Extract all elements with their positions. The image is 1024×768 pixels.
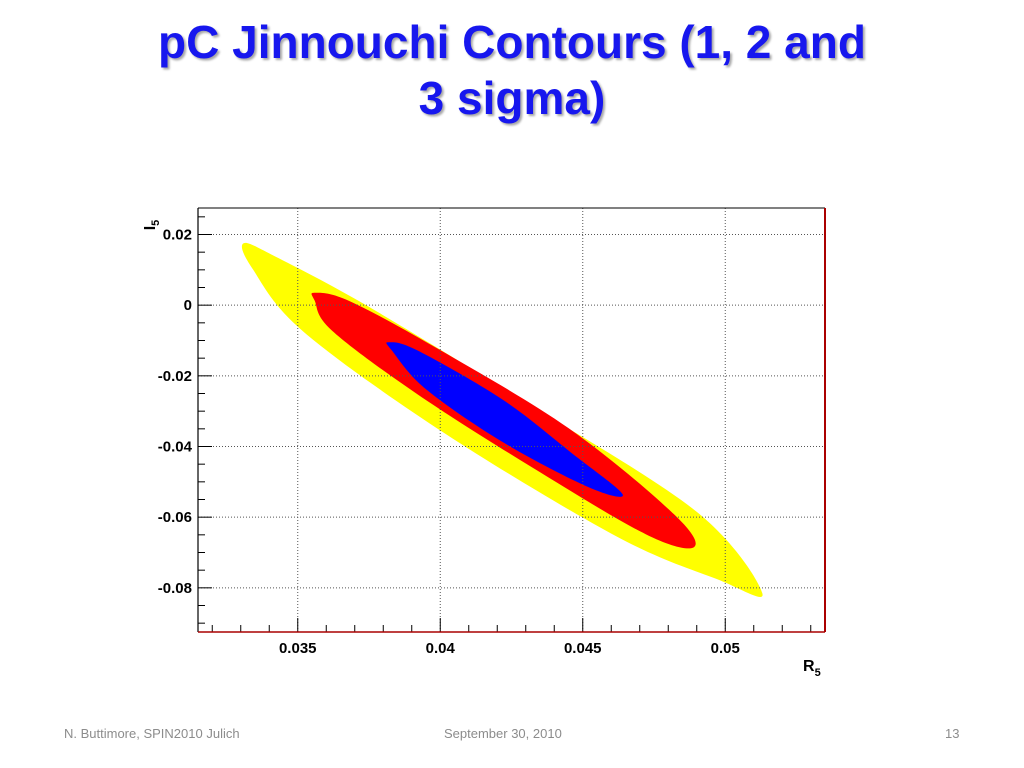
- grid-layer: [198, 208, 825, 632]
- footer-page-number: 13: [945, 726, 960, 741]
- contour-1-sigma: [386, 342, 623, 497]
- y-axis-title-main: I: [142, 226, 159, 230]
- x-axis-title-main: R: [803, 658, 815, 675]
- x-axis-title: R5: [803, 658, 821, 679]
- contour-layer: [241, 242, 763, 597]
- x-tick-label: 0.05: [711, 640, 740, 657]
- x-tick-label: 0.04: [426, 640, 456, 657]
- frame-layer: [197, 207, 826, 633]
- slide-title-line-1: pC Jinnouchi Contours (1, 2 and: [158, 16, 866, 68]
- slide-title: pC Jinnouchi Contours (1, 2 and 3 sigma): [60, 14, 964, 126]
- tick-layer: [198, 216, 812, 632]
- slide-title-line-2: 3 sigma): [418, 72, 606, 124]
- x-tick-label: 0.035: [279, 640, 317, 657]
- tick-label-layer: 0.035 0.04 0.045 0.05 0.02 0 -0.02 -0.04 -0.06 -0…: [158, 227, 740, 658]
- y-tick-label: -0.04: [158, 439, 193, 456]
- x-tick-label: 0.045: [564, 640, 602, 657]
- footer-author: N. Buttimore, SPIN2010 Julich: [64, 726, 240, 741]
- y-axis-title: I5: [142, 220, 162, 231]
- y-tick-label: -0.08: [158, 580, 192, 597]
- y-tick-label: -0.06: [158, 509, 192, 526]
- y-tick-label: -0.02: [158, 368, 192, 385]
- x-axis-title-subscript: 5: [815, 667, 821, 679]
- y-axis-title-subscript: 5: [150, 220, 162, 226]
- footer-date: September 30, 2010: [444, 726, 562, 741]
- y-tick-label: 0.02: [163, 227, 192, 244]
- y-tick-label: 0: [184, 297, 192, 314]
